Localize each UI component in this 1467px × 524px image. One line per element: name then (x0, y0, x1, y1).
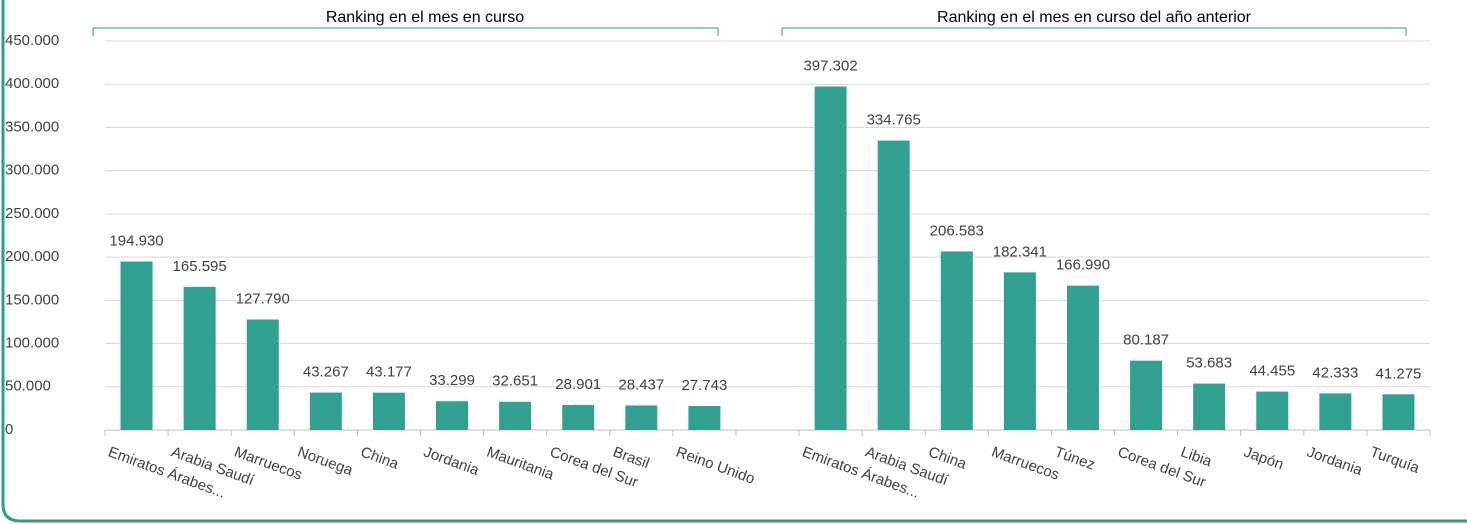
y-tick-label: 250.000 (5, 205, 59, 222)
data-label: 27.743 (681, 377, 727, 394)
bar (877, 140, 910, 430)
data-label: 166.990 (1056, 257, 1110, 274)
x-tick-label: Japón (1242, 444, 1286, 474)
x-tick-label: Noruega (295, 444, 356, 480)
data-label: 44.455 (1249, 363, 1295, 380)
bar (372, 392, 405, 430)
data-label: 165.595 (173, 258, 227, 275)
x-tick-label: China (358, 444, 401, 474)
bar (1066, 285, 1099, 430)
data-label: 53.683 (1186, 355, 1232, 372)
group-bracket (92, 27, 719, 36)
data-label: 127.790 (236, 291, 290, 308)
data-label: 206.583 (930, 222, 984, 239)
bar (499, 401, 532, 430)
bar (688, 406, 721, 430)
data-label: 32.651 (492, 373, 538, 390)
x-tick-label: Marruecos (989, 444, 1061, 484)
bar (183, 286, 216, 430)
bar (940, 251, 973, 430)
x-tick-label: Jordania (1305, 444, 1366, 480)
y-tick-label: 100.000 (5, 335, 59, 352)
bar (246, 319, 279, 430)
bar (120, 261, 153, 430)
bar (1382, 394, 1415, 430)
y-tick-label: 400.000 (5, 75, 59, 92)
group-bracket (781, 27, 1407, 36)
x-tick-label: Reino Unido (674, 444, 757, 488)
x-tick-label: Jordania (421, 444, 482, 480)
bar (1003, 272, 1036, 430)
y-tick-label: 50.000 (5, 378, 51, 395)
y-tick-label: 450.000 (5, 32, 59, 49)
data-label: 334.765 (867, 112, 921, 129)
group-header: Ranking en el mes en curso (326, 9, 524, 26)
data-label: 43.177 (366, 364, 412, 381)
data-label: 33.299 (429, 372, 475, 389)
y-tick-label: 350.000 (5, 118, 59, 135)
y-tick-label: 0 (5, 421, 13, 438)
bar (625, 405, 658, 430)
data-label: 28.901 (555, 376, 601, 393)
data-label: 194.930 (109, 232, 163, 249)
data-label: 41.275 (1376, 365, 1422, 382)
data-label: 397.302 (803, 58, 857, 75)
bar (1193, 383, 1226, 430)
y-tick-label: 300.000 (5, 162, 59, 179)
x-tick-label: Mauritania (484, 444, 556, 484)
bar (436, 401, 469, 430)
x-tick-label: Turquía (1368, 444, 1422, 478)
bar (1319, 393, 1352, 430)
bar (1130, 360, 1163, 430)
bar (309, 392, 342, 430)
data-label: 182.341 (993, 243, 1047, 260)
data-label: 43.267 (303, 364, 349, 381)
bar (1256, 391, 1289, 430)
bar (814, 86, 847, 430)
y-tick-label: 200.000 (5, 248, 59, 265)
data-label: 80.187 (1123, 332, 1169, 349)
data-label: 42.333 (1312, 364, 1358, 381)
data-label: 28.437 (618, 376, 664, 393)
bar (562, 405, 595, 430)
group-header: Ranking en el mes en curso del año anter… (937, 9, 1252, 26)
y-tick-label: 150.000 (5, 291, 59, 308)
